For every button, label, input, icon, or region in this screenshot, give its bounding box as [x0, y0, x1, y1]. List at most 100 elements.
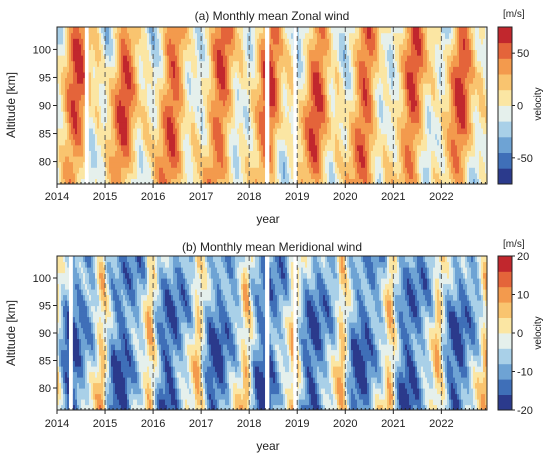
heatmap-cell [71, 99, 74, 107]
heatmap-cell [179, 178, 182, 184]
heatmap-cell [211, 94, 214, 101]
heatmap-cell [157, 49, 160, 56]
heatmap-cell [203, 139, 206, 146]
heatmap-cell [139, 127, 142, 135]
heatmap-cell [407, 55, 410, 62]
heatmap-cell [395, 66, 398, 73]
heatmap-cell [141, 150, 144, 157]
heatmap-cell [149, 55, 152, 62]
heatmap-cell [93, 122, 96, 129]
heatmap-cell [187, 167, 190, 174]
heatmap-cell [119, 27, 122, 34]
heatmap-cell [115, 77, 118, 84]
heatmap-cell [131, 83, 134, 90]
heatmap-cell [83, 66, 86, 73]
heatmap-cell [59, 32, 62, 39]
heatmap-cell [143, 71, 146, 79]
heatmap-cell [145, 161, 148, 168]
heatmap-cell [305, 43, 308, 51]
heatmap-cell [139, 99, 142, 107]
heatmap-cell [141, 66, 144, 73]
heatmap-cell [323, 27, 326, 34]
heatmap-cell [141, 88, 144, 95]
heatmap-cell [253, 55, 256, 62]
heatmap-cell [217, 77, 220, 84]
heatmap-cell [373, 38, 376, 45]
heatmap-cell [107, 150, 110, 157]
heatmap-cell [291, 139, 294, 146]
heatmap-cell [133, 172, 136, 179]
heatmap-cell [335, 150, 338, 157]
heatmap-cell [375, 133, 378, 140]
heatmap-cell [67, 150, 70, 157]
heatmap-cell [113, 172, 116, 179]
heatmap-cell [115, 105, 118, 112]
heatmap-cell [261, 111, 264, 118]
heatmap-cell [105, 38, 108, 45]
heatmap-cell [95, 32, 98, 39]
heatmap-cell [349, 32, 352, 39]
heatmap-cell [389, 144, 392, 151]
heatmap-cell [177, 99, 180, 107]
heatmap-cell [253, 83, 256, 90]
heatmap-cell [321, 178, 324, 184]
heatmap-cell [181, 111, 184, 118]
heatmap-cell [143, 60, 146, 67]
heatmap-cell [107, 60, 110, 67]
heatmap-cell [237, 83, 240, 90]
heatmap-cell [271, 77, 274, 84]
heatmap-cell [143, 161, 146, 168]
heatmap-cell [411, 66, 414, 73]
heatmap-cell [321, 150, 324, 157]
heatmap-cell [167, 27, 170, 34]
heatmap-cell [155, 94, 158, 101]
heatmap-cell [103, 43, 106, 51]
heatmap-cell [263, 105, 266, 112]
heatmap-cell [359, 66, 362, 73]
heatmap-cell [207, 32, 210, 39]
heatmap-cell [183, 155, 186, 163]
heatmap-cell [237, 71, 240, 79]
heatmap-cell [327, 122, 330, 129]
heatmap-cell [381, 167, 384, 174]
heatmap-cell [171, 99, 174, 107]
heatmap-cell [299, 155, 302, 163]
heatmap-cell [253, 111, 256, 118]
heatmap-cell [341, 71, 344, 79]
heatmap-cell [369, 49, 372, 56]
heatmap-cell [143, 27, 146, 34]
heatmap-cell [149, 43, 152, 51]
heatmap-cell [319, 99, 322, 107]
heatmap-cell [101, 71, 104, 79]
heatmap-cell [73, 127, 76, 135]
heatmap-cell [159, 99, 162, 107]
heatmap-cell [291, 94, 294, 101]
heatmap-cell [245, 178, 248, 184]
heatmap-cell [405, 38, 408, 45]
heatmap-cell [335, 43, 338, 51]
heatmap-cell [213, 32, 216, 39]
heatmap-cell [369, 94, 372, 101]
heatmap-cell [313, 83, 316, 90]
heatmap-cell [291, 133, 294, 140]
heatmap-cell [125, 38, 128, 45]
heatmap-cell [329, 32, 332, 39]
heatmap-cell [301, 161, 304, 168]
heatmap-cell [135, 77, 138, 84]
heatmap-cell [287, 105, 290, 112]
heatmap-cell [97, 127, 100, 135]
heatmap-cell [175, 88, 178, 95]
heatmap-cell [371, 111, 374, 118]
heatmap-cell [271, 49, 274, 56]
heatmap-cell [259, 111, 262, 118]
heatmap-cell [123, 71, 126, 79]
heatmap-cell [369, 71, 372, 79]
heatmap-cell [145, 71, 148, 79]
heatmap-cell [149, 99, 152, 107]
heatmap-cell [405, 55, 408, 62]
heatmap-cell [315, 167, 318, 174]
heatmap-cell [369, 99, 372, 107]
heatmap-cell [73, 172, 76, 179]
heatmap-cell [65, 32, 68, 39]
heatmap-cell [215, 60, 218, 67]
